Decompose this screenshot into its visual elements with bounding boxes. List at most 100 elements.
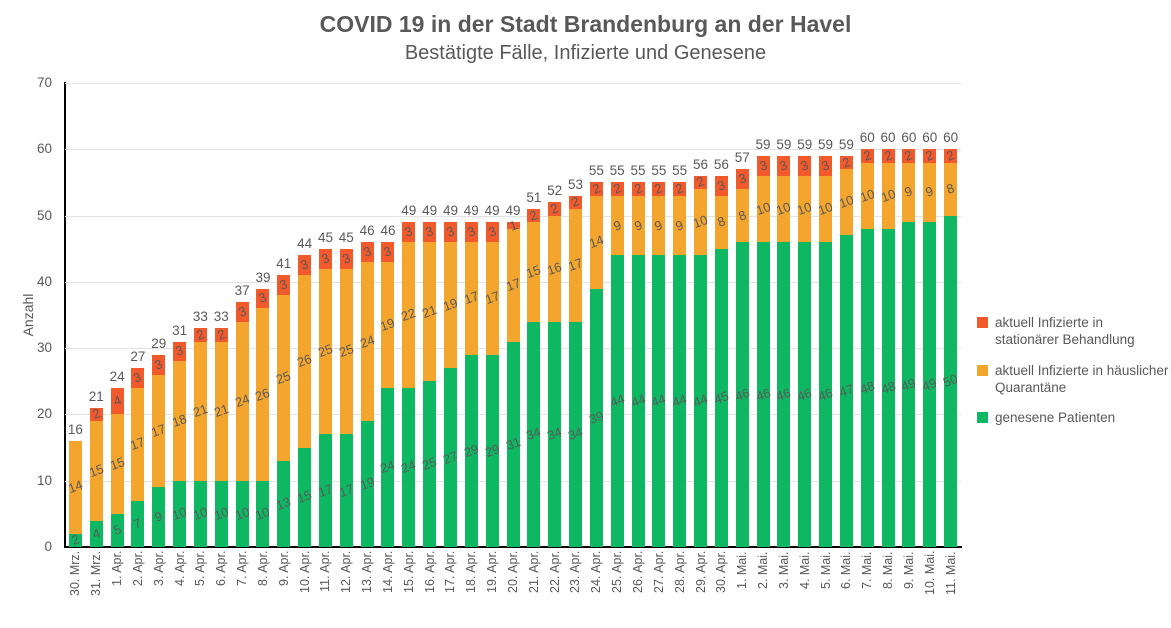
bar-total-label: 44 <box>297 236 313 252</box>
bar-total-label: 31 <box>172 322 188 338</box>
x-axis-label: 14. Apr. <box>380 551 395 594</box>
stacked-bar: 17 25 3 45 <box>316 230 335 547</box>
bar-total-label: 49 <box>505 203 521 219</box>
bar-segment <box>589 288 603 547</box>
bar-segment <box>756 242 770 547</box>
x-axis-label: 7. Mai. <box>860 551 875 589</box>
bar-segment <box>673 195 687 256</box>
stacked-bar: 24 22 3 49 <box>399 203 418 547</box>
bar-segment <box>735 169 749 190</box>
bar-segment <box>298 275 312 448</box>
x-axis-label: 30. Apr. <box>714 551 729 594</box>
bar-segment <box>631 182 645 196</box>
bar-segment <box>89 407 103 422</box>
bar-total-label: 60 <box>943 130 959 146</box>
bar-segment <box>548 321 562 547</box>
x-axis-label: 8. Apr. <box>255 551 270 587</box>
bar-segment <box>402 242 416 388</box>
stacked-bar: 39 14 2 55 <box>587 163 606 547</box>
stacked-bar: 17 25 3 45 <box>337 230 355 547</box>
y-axis-ticks: 0 10 20 30 40 50 60 70 <box>0 75 58 554</box>
bar-segment <box>777 175 791 243</box>
bar-segment <box>339 268 353 435</box>
bar-segment <box>277 275 291 296</box>
bar-segment <box>610 255 624 547</box>
bar-segment <box>860 228 874 547</box>
legend-label: aktuell Infizierte in stationärer Behand… <box>995 315 1135 348</box>
x-axis-label: 15. Apr. <box>401 551 416 594</box>
bar-segment <box>527 208 541 223</box>
x-axis-label: 17. Apr. <box>443 551 458 594</box>
chart-title: COVID 19 in der Stadt Brandenburg an der… <box>319 11 852 37</box>
bar-segment <box>235 480 249 547</box>
y-axis-tick: 30 <box>36 340 52 356</box>
stacked-bar: 46 10 3 59 <box>753 137 772 547</box>
bar-segment <box>589 195 603 289</box>
legend: aktuell Infizierte in stationärer Behand… <box>977 314 1169 426</box>
x-axis-label: 6. Mai. <box>839 551 854 589</box>
x-axis-label: 24. Apr. <box>589 551 604 594</box>
bar-segment <box>652 195 666 256</box>
bar-total-label: 49 <box>442 203 458 219</box>
bar-segment <box>235 301 249 322</box>
bar-total-label: 41 <box>276 256 292 272</box>
x-axis-label: 3. Apr. <box>151 551 166 587</box>
x-axis-label: 31. Mrz. <box>89 551 104 597</box>
bar-total-label: 56 <box>713 156 729 172</box>
stacked-bar: 31 17 1 49 <box>503 203 522 547</box>
stacked-bar: 10 21 2 33 <box>191 309 210 547</box>
x-axis-label: 7. Apr. <box>235 551 250 587</box>
bar-total-label: 37 <box>234 282 250 298</box>
bar-segment <box>777 242 791 547</box>
x-axis-label: 18. Apr. <box>464 551 479 594</box>
x-axis-label: 26. Apr. <box>631 551 645 594</box>
bar-segment <box>381 387 395 547</box>
stacked-bar: 46 10 3 59 <box>774 137 793 547</box>
x-axis-label: 19. Apr. <box>485 551 500 594</box>
bar-segment <box>527 321 541 547</box>
bar-segment <box>110 414 124 514</box>
bar-total-label: 59 <box>755 136 771 152</box>
bar-total-label: 60 <box>922 130 938 146</box>
legend-swatch <box>977 317 988 328</box>
bar-total-label: 27 <box>130 349 146 365</box>
stacked-bar: 7 17 3 27 <box>128 349 147 547</box>
bar-segment <box>402 387 416 547</box>
stacked-bar: 44 10 2 56 <box>691 157 710 547</box>
bar-segment <box>256 288 270 309</box>
x-axis-label: 27. Apr. <box>651 551 666 594</box>
bar-segment <box>735 242 749 547</box>
stacked-bar: 2 14 16 <box>66 422 85 548</box>
stacked-bar: 25 21 3 49 <box>420 203 439 547</box>
bar-total-label: 49 <box>484 203 500 219</box>
bar-segment <box>506 341 520 547</box>
bar-segment <box>256 480 270 547</box>
legend-label: genesene Patienten <box>995 410 1116 426</box>
bar-segment <box>569 195 582 209</box>
bar-segment <box>173 480 187 547</box>
bar-segment <box>277 460 291 547</box>
stacked-bar: 4 15 2 21 <box>87 389 105 547</box>
bar-segment <box>631 255 645 547</box>
stacked-bar: 15 26 3 44 <box>295 236 314 547</box>
bar-segment <box>339 248 353 269</box>
bar-total-label: 59 <box>838 136 854 152</box>
x-axis-labels: 30. Mrz. 31. Mrz. 1. Apr. 2. Apr. 3. Apr. 4. … <box>65 551 961 628</box>
legend-swatch <box>977 364 988 376</box>
bar-segment <box>798 175 812 243</box>
bar-segment <box>506 222 520 229</box>
bar-segment <box>610 195 624 256</box>
stacked-bar: 10 18 3 31 <box>170 323 189 547</box>
x-axis-label: 29. Apr. <box>693 551 708 594</box>
bar-segment <box>381 261 395 388</box>
bar-segment <box>944 215 958 547</box>
bar-total-label: 53 <box>567 176 584 192</box>
bar-segment <box>193 328 207 342</box>
x-axis-line <box>64 546 962 548</box>
bar-segment <box>923 222 937 547</box>
x-axis-label: 2. Apr. <box>130 551 145 587</box>
bar-segment <box>548 202 562 216</box>
bar-segment <box>569 208 582 322</box>
bar-segment <box>360 261 374 422</box>
x-axis-label: 25. Apr. <box>610 551 625 594</box>
